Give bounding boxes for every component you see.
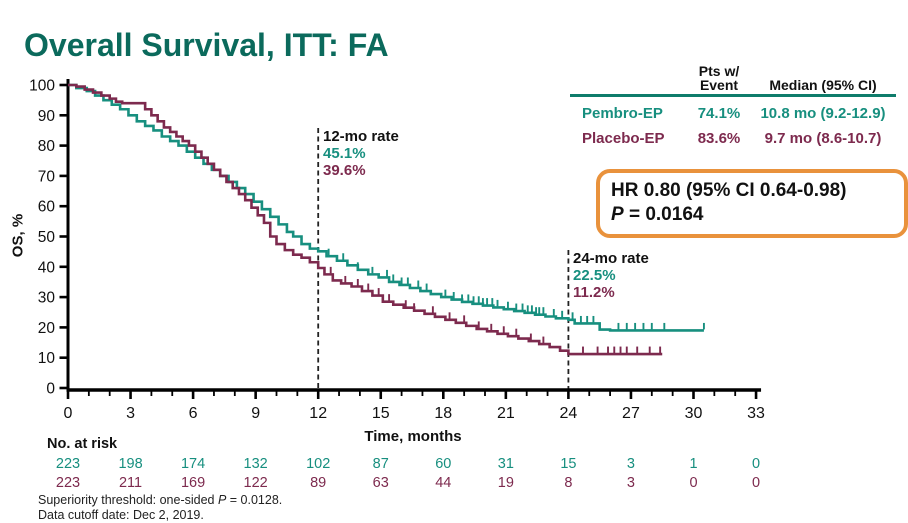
risk-value: 174 xyxy=(180,456,206,472)
x-tick-label: 30 xyxy=(685,405,703,422)
y-tick-label: 60 xyxy=(38,199,56,216)
summary-header-median: Median (95% CI) xyxy=(769,77,877,93)
risk-value: 211 xyxy=(118,475,143,491)
risk-value: 0 xyxy=(752,456,761,472)
risk-value: 223 xyxy=(55,475,81,491)
y-axis-title: OS, % xyxy=(9,213,27,258)
risk-value: 122 xyxy=(243,475,268,491)
risk-value: 0 xyxy=(689,475,698,491)
summary-pembro-events: 74.1% xyxy=(697,105,741,122)
annotation-12mo-rate: 12-mo rate 45.1% 39.6% xyxy=(323,128,399,179)
annotation-24mo-rate: 24-mo rate 22.5% 11.2% xyxy=(573,250,649,301)
annotation-12mo-title: 12-mo rate xyxy=(323,128,399,145)
risk-value: 169 xyxy=(180,475,206,491)
risk-value: 3 xyxy=(626,475,635,491)
summary-header-pts-w-event: Pts w/ Event xyxy=(698,63,740,93)
summary-table: Pts w/ Event Median (95% CI) Pembro-EP 7… xyxy=(570,64,896,147)
risk-value: 132 xyxy=(243,456,268,472)
y-tick-label: 0 xyxy=(46,381,55,398)
annotation-24mo-title: 24-mo rate xyxy=(573,250,649,267)
risk-row-pembro-ep: 223 198 174 132 102 87 60 31 15 3 1 0 xyxy=(0,456,908,474)
risk-value: 8 xyxy=(564,475,573,491)
km-curve-placebo-ep xyxy=(68,83,663,356)
x-tick-label: 0 xyxy=(64,405,73,422)
km-curve-pembro-ep xyxy=(68,83,704,332)
summary-row-placebo: Placebo-EP 83.6% 9.7 mo (8.6-10.7) xyxy=(570,122,896,147)
x-tick-label: 27 xyxy=(622,405,640,422)
risk-value: 15 xyxy=(560,456,577,472)
risk-value: 0 xyxy=(752,475,761,491)
risk-value: 87 xyxy=(372,456,389,472)
summary-placebo-events: 83.6% xyxy=(697,130,741,147)
x-axis-title: Time, months xyxy=(364,428,462,445)
y-tick-label: 80 xyxy=(38,138,56,155)
y-tick-label: 40 xyxy=(38,259,56,276)
x-tick-label: 3 xyxy=(126,405,135,422)
y-tick-label: 20 xyxy=(38,320,56,337)
risk-value: 31 xyxy=(497,456,514,472)
footnotes: Superiority threshold: one-sided P = 0.0… xyxy=(38,493,282,522)
summary-pembro-arm: Pembro-EP xyxy=(582,105,663,122)
annotation-24mo-pembro-value: 22.5% xyxy=(573,267,616,284)
summary-placebo-median: 9.7 mo (8.6-10.7) xyxy=(764,130,882,147)
hazard-ratio-line: HR 0.80 (95% CI 0.64-0.98) xyxy=(611,180,847,201)
y-tick-label: 50 xyxy=(38,229,56,246)
footnote-data-cutoff: Data cutoff date: Dec 2, 2019. xyxy=(38,507,204,522)
hazard-ratio-callout: HR 0.80 (95% CI 0.64-0.98) P = 0.0164 xyxy=(596,169,908,238)
x-tick-label: 33 xyxy=(747,405,765,422)
risk-value: 44 xyxy=(435,475,452,491)
risk-value: 1 xyxy=(689,456,698,472)
risk-row-placebo-ep: 223 211 169 122 89 63 44 19 8 3 0 0 xyxy=(0,475,908,493)
p-value-line: P = 0.0164 xyxy=(611,204,704,225)
x-tick-label: 9 xyxy=(251,405,260,422)
summary-table-header: Pts w/ Event Median (95% CI) xyxy=(570,64,896,97)
summary-placebo-arm: Placebo-EP xyxy=(582,130,665,147)
annotation-12mo-placebo-value: 39.6% xyxy=(323,162,366,179)
x-tick-label: 15 xyxy=(372,405,390,422)
y-tick-label: 10 xyxy=(38,350,56,367)
risk-value: 19 xyxy=(497,475,514,491)
y-tick-label: 70 xyxy=(38,168,56,185)
x-tick-label: 21 xyxy=(497,405,515,422)
x-tick-label: 12 xyxy=(309,405,327,422)
summary-pembro-median: 10.8 mo (9.2-12.9) xyxy=(760,105,886,122)
no-at-risk-label: No. at risk xyxy=(47,436,118,452)
annotation-24mo-placebo-value: 11.2% xyxy=(573,284,615,301)
risk-value: 60 xyxy=(435,456,452,472)
page-title: Overall Survival, ITT: FA xyxy=(24,27,389,64)
x-tick-label: 18 xyxy=(434,405,452,422)
x-tick-label: 6 xyxy=(189,405,198,422)
x-tick-label: 24 xyxy=(560,405,578,422)
risk-value: 102 xyxy=(306,456,331,472)
risk-value: 63 xyxy=(372,475,389,491)
annotation-12mo-pembro-value: 45.1% xyxy=(323,145,366,162)
y-tick-label: 90 xyxy=(38,108,56,125)
risk-value: 89 xyxy=(310,475,327,491)
risk-value: 223 xyxy=(55,456,81,472)
risk-value: 3 xyxy=(626,456,635,472)
footnote-superiority: Superiority threshold: one-sided P = 0.0… xyxy=(38,493,283,507)
summary-row-pembro: Pembro-EP 74.1% 10.8 mo (9.2-12.9) xyxy=(570,97,896,122)
y-tick-label: 30 xyxy=(38,290,56,307)
risk-value: 198 xyxy=(118,456,143,472)
y-tick-label: 100 xyxy=(29,78,55,95)
